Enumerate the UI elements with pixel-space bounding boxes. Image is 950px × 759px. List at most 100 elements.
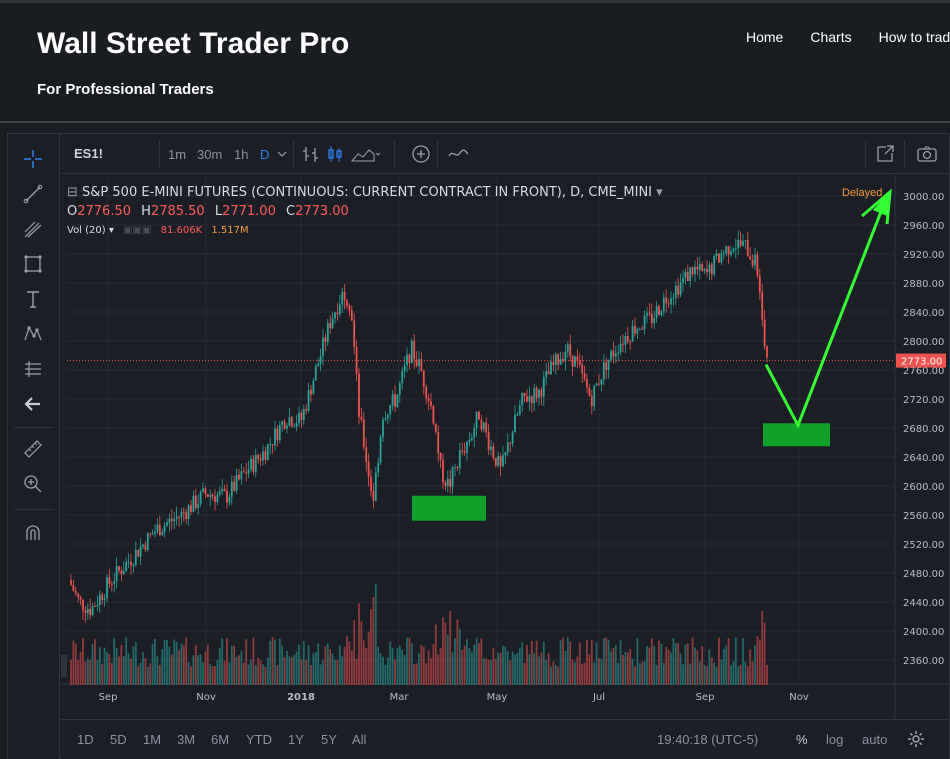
- study-settings-icon[interactable]: ▣▣▣: [123, 225, 152, 236]
- time-tick-label: Sep: [696, 692, 715, 703]
- bar-chart-icon[interactable]: [300, 144, 322, 164]
- candles-icon[interactable]: [324, 144, 346, 164]
- add-indicator-icon[interactable]: [410, 144, 432, 164]
- rectangle-icon[interactable]: [20, 251, 46, 277]
- candle-body: [461, 450, 464, 452]
- legend-title[interactable]: ⊟ S&P 500 E-MINI FUTURES (CONTINUOUS: CU…: [67, 185, 663, 200]
- volume-label: Vol (20): [67, 225, 106, 236]
- volume-bar: [132, 646, 135, 685]
- range-ytd[interactable]: YTD: [246, 732, 272, 747]
- projection-arrow: [764, 203, 886, 429]
- volume-bar: [110, 663, 113, 685]
- volume-bar: [523, 662, 526, 685]
- range-1m[interactable]: 1M: [143, 732, 162, 747]
- measure-icon[interactable]: [20, 356, 46, 382]
- volume-bar: [336, 659, 339, 685]
- area-chart-icon[interactable]: [350, 144, 380, 164]
- volume-bar: [701, 646, 704, 685]
- range-1d[interactable]: 1D: [77, 732, 94, 747]
- volume-bar: [463, 645, 466, 685]
- candle-body: [98, 594, 101, 605]
- interval-1h[interactable]: 1h: [234, 147, 249, 162]
- candle-body: [187, 505, 190, 519]
- pitchfork-icon[interactable]: [20, 216, 46, 242]
- ruler-icon[interactable]: [20, 436, 46, 462]
- candle-body: [521, 393, 524, 406]
- caret-down-icon[interactable]: ▾: [108, 225, 114, 236]
- log-toggle[interactable]: log: [826, 732, 844, 747]
- volume-bar: [617, 662, 620, 685]
- volume-bar: [204, 651, 207, 685]
- magnet-icon[interactable]: [20, 520, 46, 546]
- volume-legend[interactable]: Vol (20) ▾ ▣▣▣ 81.606K 1.517M: [67, 225, 663, 236]
- chart-canvas[interactable]: 3000.00 2960.00 2920.00 2880.00 2840.00 2800.…: [61, 175, 949, 719]
- volume-bar: [254, 665, 257, 685]
- volume-bar: [552, 661, 555, 685]
- candle-body: [593, 385, 596, 407]
- range-5d[interactable]: 5D: [110, 732, 127, 747]
- volume-bar: [151, 644, 154, 685]
- chevron-down-icon[interactable]: [275, 144, 289, 164]
- nav-home-link[interactable]: Home: [746, 29, 784, 45]
- volume-bar: [362, 640, 365, 685]
- percent-toggle[interactable]: %: [796, 732, 808, 747]
- caret-down-icon[interactable]: ▾: [656, 185, 663, 200]
- candle-body: [653, 317, 656, 324]
- range-3m[interactable]: 3M: [177, 732, 196, 747]
- candle-body: [578, 361, 581, 365]
- trend-line-icon[interactable]: [20, 181, 46, 207]
- volume-bar: [509, 660, 512, 685]
- symbol-description: S&P 500 E-MINI FUTURES (CONTINUOUS: CURR…: [82, 185, 653, 200]
- back-arrow-icon[interactable]: [20, 391, 46, 417]
- volume-bar: [413, 664, 416, 685]
- range-5y[interactable]: 5Y: [321, 732, 337, 747]
- range-6m[interactable]: 6M: [211, 732, 230, 747]
- candle-body: [278, 424, 281, 441]
- volume-bar: [559, 640, 562, 685]
- symbol-button[interactable]: ES1!: [74, 146, 103, 161]
- site-title: Wall Street Trader Pro: [37, 27, 350, 60]
- range-all[interactable]: All: [352, 732, 367, 747]
- crosshair-icon[interactable]: [20, 146, 46, 172]
- gear-icon[interactable]: [907, 730, 925, 748]
- price-chart[interactable]: 3000.00 2960.00 2920.00 2880.00 2840.00 2800.…: [61, 175, 949, 725]
- candle-body: [475, 411, 478, 429]
- candle-body: [590, 395, 593, 407]
- interval-d[interactable]: D: [260, 147, 270, 162]
- interval-30m[interactable]: 30m: [197, 147, 223, 162]
- candle-body: [161, 531, 164, 536]
- volume-bar: [341, 656, 344, 685]
- candle-body: [389, 405, 392, 415]
- text-icon[interactable]: [20, 286, 46, 312]
- clock-readout[interactable]: 19:40:18 (UTC-5): [657, 732, 759, 747]
- volume-bar: [494, 658, 497, 685]
- interval-1m[interactable]: 1m: [168, 147, 187, 162]
- candle-body: [326, 323, 329, 342]
- collapse-icon[interactable]: ⊟: [67, 185, 78, 200]
- camera-icon[interactable]: [916, 144, 938, 164]
- candle-body: [144, 544, 147, 551]
- candle-body: [314, 366, 317, 381]
- volume-bar: [490, 659, 492, 685]
- volume-bar: [744, 661, 747, 685]
- volume-bar: [667, 649, 670, 685]
- candle-body: [298, 412, 300, 424]
- candle-body: [552, 361, 555, 366]
- pattern-icon[interactable]: [20, 321, 46, 347]
- candle-body: [154, 531, 156, 534]
- candle-body: [703, 269, 706, 271]
- volume-bar: [317, 643, 320, 685]
- popout-icon[interactable]: [875, 144, 897, 164]
- candle-body: [307, 389, 310, 411]
- nav-how-to-trade-link[interactable]: How to trade: [878, 29, 950, 45]
- range-1y[interactable]: 1Y: [288, 732, 304, 747]
- auto-toggle[interactable]: auto: [862, 732, 888, 747]
- volume-bar: [178, 650, 180, 685]
- candle-body: [559, 359, 562, 365]
- nav-charts-link[interactable]: Charts: [810, 29, 852, 45]
- zoom-in-icon[interactable]: [20, 471, 46, 497]
- compare-icon[interactable]: [447, 144, 469, 164]
- volume-bar: [422, 646, 425, 685]
- volume-bar: [583, 662, 586, 685]
- volume-bar: [70, 659, 72, 685]
